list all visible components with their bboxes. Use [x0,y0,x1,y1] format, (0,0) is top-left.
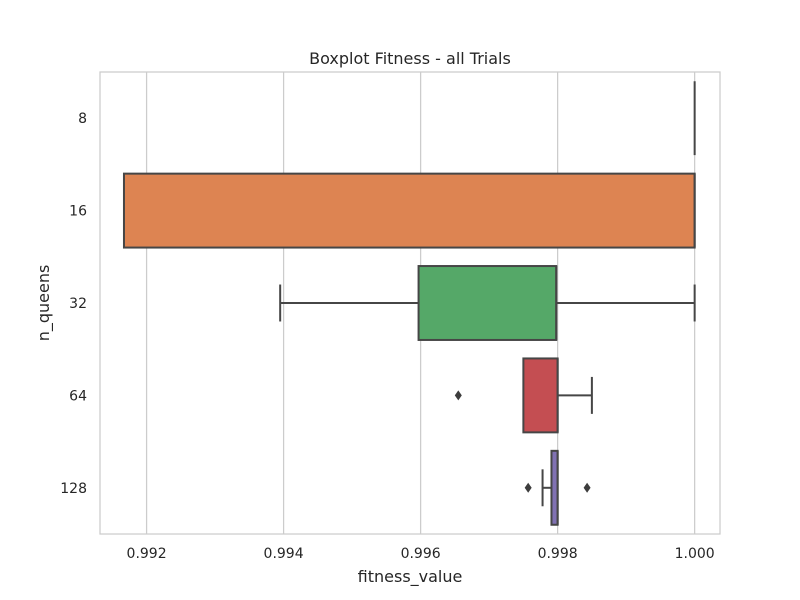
y-tick-label: 64 [69,388,87,404]
box-body [522,357,559,434]
y-tick-labels: 8 16 32 64 128 [60,111,87,497]
x-axis-label: fitness_value [358,567,463,587]
outlier-marker [583,482,591,493]
x-tick-label: 0.994 [264,546,304,562]
y-tick-label: 16 [69,204,87,220]
x-tick-label: 0.992 [127,546,167,562]
x-tick-label: 0.998 [538,546,578,562]
y-tick-label: 128 [60,481,87,497]
plot-frame [99,71,721,535]
box-128 [524,449,591,526]
box-64 [454,357,593,434]
box-32 [279,265,696,341]
y-tick-label: 8 [78,111,87,127]
x-tick-labels: 0.992 0.994 0.996 0.998 1.000 [127,546,715,562]
outlier-marker [454,390,462,401]
box-16 [122,172,696,249]
x-tick-label: 1.000 [675,546,715,562]
chart-title: Boxplot Fitness - all Trials [309,49,511,68]
outlier-marker [524,482,532,493]
box-body [122,172,696,249]
y-axis-label: n_queens [34,265,54,342]
box-body [417,265,558,341]
x-tick-label: 0.996 [401,546,441,562]
y-tick-label: 32 [69,296,87,312]
boxes-group [122,81,696,526]
